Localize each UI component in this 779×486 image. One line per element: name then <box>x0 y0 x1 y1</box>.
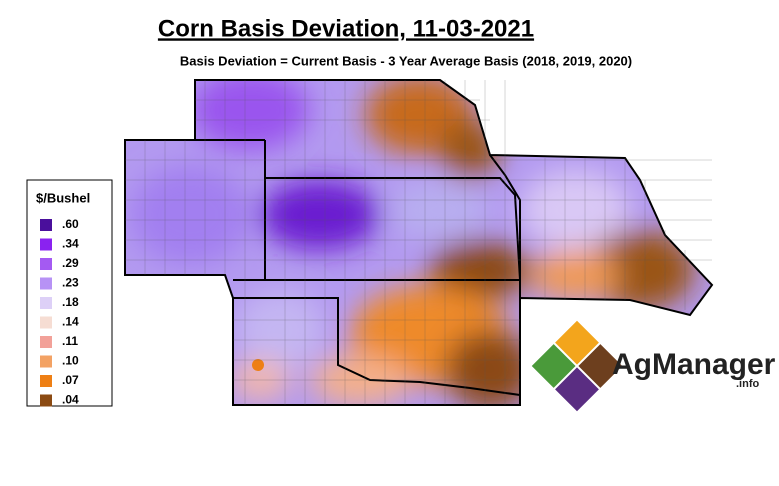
legend-label: .10 <box>62 354 79 368</box>
state-borders <box>124 79 714 406</box>
legend-swatch <box>40 219 52 231</box>
legend-label: .04 <box>62 393 79 407</box>
title: Corn Basis Deviation, 11-03-2021 <box>158 15 534 42</box>
legend-label: .34 <box>62 237 79 251</box>
legend-label: .11 <box>62 334 78 348</box>
legend-box <box>26 179 113 407</box>
legend-swatch <box>40 355 52 368</box>
legend-label: .60 <box>62 217 79 231</box>
legend-swatch <box>40 394 52 407</box>
legend-swatch <box>40 336 52 348</box>
county-grid <box>125 80 712 405</box>
legend-swatch <box>40 375 52 387</box>
logo-name: AgManager <box>612 348 776 381</box>
logo: AgManager .info <box>531 320 776 412</box>
legend-items: .60 .34 .29 .23 .18 .14 .11 .10 .07 .04 <box>40 217 79 407</box>
legend-label: .23 <box>62 276 79 290</box>
legend-title: $/Bushel <box>36 190 90 205</box>
legend-label: .07 <box>62 373 79 387</box>
legend-swatch <box>40 316 52 329</box>
subtitle: Basis Deviation = Current Basis - 3 Year… <box>180 53 632 68</box>
legend-label: .14 <box>62 315 79 329</box>
legend-swatch <box>40 297 52 309</box>
legend-label: .18 <box>62 295 79 309</box>
legend-swatch <box>40 277 52 290</box>
logo-suffix: .info <box>736 378 759 390</box>
legend-swatch <box>40 258 52 270</box>
legend-label: .29 <box>62 256 79 270</box>
legend-swatch <box>40 238 52 251</box>
